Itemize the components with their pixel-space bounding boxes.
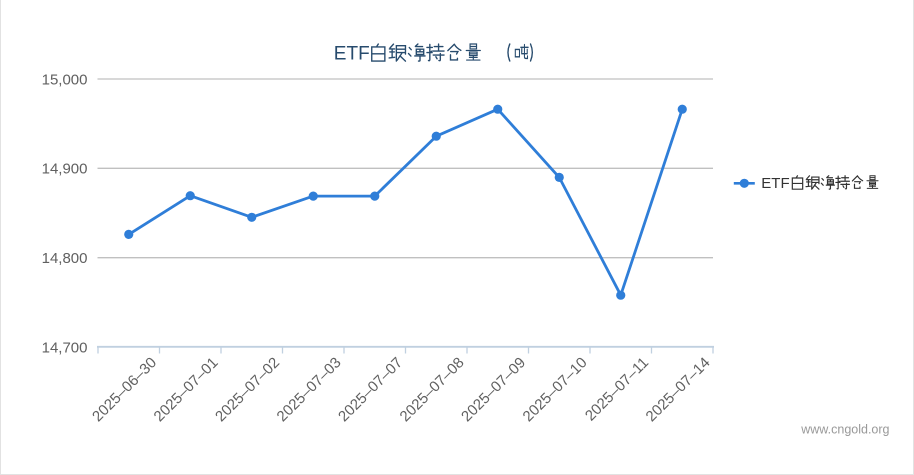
svg-text:2025–06–30: 2025–06–30 — [89, 354, 160, 425]
svg-text:www.cngold.org: www.cngold.org — [800, 423, 889, 437]
svg-text:2025–07–08: 2025–07–08 — [397, 354, 468, 425]
svg-text:2025–07–02: 2025–07–02 — [212, 354, 283, 425]
svg-text:2025–07–11: 2025–07–11 — [582, 354, 652, 424]
svg-text:14,700: 14,700 — [42, 339, 88, 356]
svg-text:2025–07–09: 2025–07–09 — [458, 354, 529, 425]
svg-text:14,800: 14,800 — [42, 250, 88, 267]
svg-text:2025–07–01: 2025–07–01 — [151, 354, 222, 425]
svg-text:14,900: 14,900 — [42, 161, 88, 178]
svg-text:2025–07–10: 2025–07–10 — [520, 354, 591, 425]
svg-text:2025–07–07: 2025–07–07 — [335, 354, 406, 425]
svg-text:15,000: 15,000 — [42, 71, 88, 88]
svg-text:2025–07–14: 2025–07–14 — [643, 354, 714, 425]
svg-text:ETF: ETF — [334, 44, 370, 65]
svg-text:ETF: ETF — [761, 175, 789, 192]
svg-text:2025–07–03: 2025–07–03 — [274, 354, 345, 425]
